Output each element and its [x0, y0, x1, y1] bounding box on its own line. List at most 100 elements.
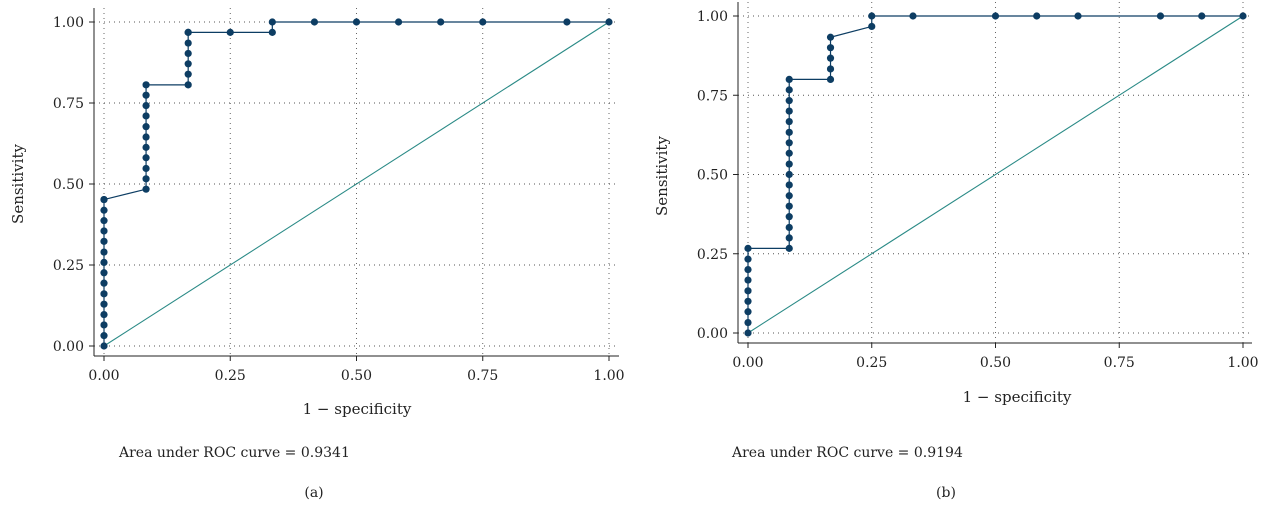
roc-point-a-10 — [100, 237, 108, 245]
roc-panel-b: 0.00 0.25 0.50 0.75 1.00 0.00 0.25 0.50 0.75 1.00… — [653, 2, 1259, 501]
roc-point-b-27 — [826, 65, 835, 73]
axes-b: 0.00 0.25 0.50 0.75 1.00 0.00 0.25 0.50 0.75 1.00 — [697, 2, 1259, 371]
y-tick-label-a-0: 0.00 — [53, 339, 84, 355]
roc-point-a-31 — [184, 39, 192, 47]
x-tick-label-b-0: 0.00 — [732, 355, 763, 371]
roc-point-b-26 — [826, 75, 835, 83]
roc-point-a-42 — [563, 18, 571, 26]
roc-points-a — [100, 18, 613, 350]
axes-a: 0.00 0.25 0.50 0.75 1.00 0.00 0.25 0.50 0.75 1.00 — [53, 8, 625, 384]
roc-point-a-25 — [142, 91, 150, 99]
roc-point-b-36 — [1074, 12, 1082, 20]
roc-point-b-19 — [785, 139, 793, 147]
y-tick-label-a-2: 0.50 — [53, 177, 84, 193]
y-tick-label-a-3: 0.75 — [53, 96, 84, 112]
roc-point-b-32 — [868, 12, 876, 20]
roc-point-b-0 — [744, 329, 752, 337]
roc-point-b-35 — [1033, 12, 1041, 20]
roc-point-a-2 — [100, 321, 108, 329]
roc-point-a-27 — [184, 81, 192, 89]
roc-point-b-12 — [785, 213, 793, 221]
roc-point-b-14 — [785, 192, 793, 200]
x-tick-label-a-0: 0.00 — [88, 368, 119, 384]
roc-point-b-15 — [785, 181, 793, 189]
roc-point-a-28 — [184, 70, 192, 78]
roc-point-a-24 — [142, 101, 150, 110]
roc-point-b-4 — [744, 287, 752, 295]
roc-point-a-12 — [100, 217, 108, 225]
roc-point-a-36 — [268, 18, 276, 26]
roc-point-b-23 — [785, 97, 793, 105]
x-tick-label-b-3: 0.75 — [1104, 355, 1135, 371]
roc-point-b-13 — [785, 202, 793, 210]
roc-point-a-26 — [142, 81, 150, 89]
roc-point-b-24 — [785, 86, 793, 94]
x-tick-label-a-4: 1.00 — [593, 368, 624, 384]
auc-caption-b: Area under ROC curve = 0.9194 — [731, 445, 963, 461]
roc-point-b-1 — [744, 318, 752, 327]
roc-point-a-9 — [100, 248, 108, 256]
roc-point-b-38 — [1198, 12, 1206, 20]
roc-point-b-5 — [744, 276, 752, 284]
roc-point-a-15 — [100, 195, 108, 204]
roc-point-a-8 — [100, 258, 108, 267]
roc-points-b — [744, 12, 1247, 337]
x-tick-label-b-4: 1.00 — [1227, 355, 1258, 371]
roc-point-b-11 — [785, 223, 793, 232]
roc-point-a-41 — [479, 18, 487, 26]
gridlines-a — [94, 8, 619, 356]
roc-point-b-39 — [1239, 12, 1247, 20]
roc-point-b-31 — [868, 22, 876, 31]
roc-point-a-23 — [142, 112, 150, 120]
roc-point-b-16 — [785, 170, 793, 179]
roc-point-a-38 — [352, 18, 361, 26]
y-tick-label-a-1: 0.25 — [53, 258, 84, 274]
x-axis-title-a: 1 − specificity — [303, 400, 412, 418]
y-tick-label-a-4: 1.00 — [53, 15, 84, 31]
y-axis-title-a: Sensitivity — [9, 144, 27, 224]
roc-point-a-34 — [226, 28, 234, 36]
roc-point-a-6 — [100, 279, 108, 287]
roc-point-a-21 — [142, 133, 150, 141]
roc-point-b-8 — [744, 244, 752, 252]
roc-point-b-30 — [826, 33, 835, 41]
roc-point-b-2 — [744, 308, 752, 316]
roc-point-a-3 — [100, 310, 108, 319]
roc-point-a-18 — [142, 164, 150, 173]
auc-caption-a: Area under ROC curve = 0.9341 — [118, 445, 350, 461]
reference-line-a — [103, 21, 610, 347]
roc-point-a-37 — [310, 18, 319, 26]
x-tick-label-a-3: 0.75 — [467, 368, 498, 384]
roc-point-a-7 — [100, 269, 108, 277]
roc-point-b-34 — [991, 12, 1000, 20]
roc-point-b-3 — [744, 297, 752, 305]
panel-label-b: (b) — [936, 485, 956, 501]
x-tick-label-b-2: 0.50 — [980, 355, 1011, 371]
x-tick-label-a-1: 0.25 — [215, 368, 246, 384]
y-tick-label-b-0: 0.00 — [697, 326, 728, 342]
x-axis-title-b: 1 − specificity — [963, 388, 1072, 406]
roc-point-b-9 — [785, 244, 793, 252]
roc-point-a-35 — [268, 28, 276, 36]
roc-point-a-17 — [142, 175, 150, 183]
roc-point-a-33 — [184, 28, 192, 36]
roc-point-a-4 — [100, 300, 108, 308]
roc-point-b-10 — [785, 234, 793, 242]
roc-point-a-20 — [142, 143, 150, 151]
roc-point-b-33 — [909, 12, 917, 20]
x-tick-label-b-1: 0.25 — [856, 355, 887, 371]
roc-point-b-18 — [785, 149, 793, 157]
y-tick-label-b-3: 0.75 — [697, 88, 728, 104]
roc-point-a-13 — [100, 206, 108, 214]
y-tick-label-b-1: 0.25 — [697, 247, 728, 263]
roc-point-a-19 — [142, 154, 150, 162]
roc-point-a-16 — [142, 185, 150, 193]
roc-point-a-22 — [142, 123, 150, 131]
roc-point-a-0 — [100, 342, 108, 350]
y-tick-label-b-2: 0.50 — [697, 168, 728, 184]
roc-point-b-6 — [744, 266, 752, 274]
roc-point-b-22 — [785, 107, 793, 115]
gridlines-b — [738, 2, 1252, 343]
roc-point-b-21 — [785, 117, 793, 126]
